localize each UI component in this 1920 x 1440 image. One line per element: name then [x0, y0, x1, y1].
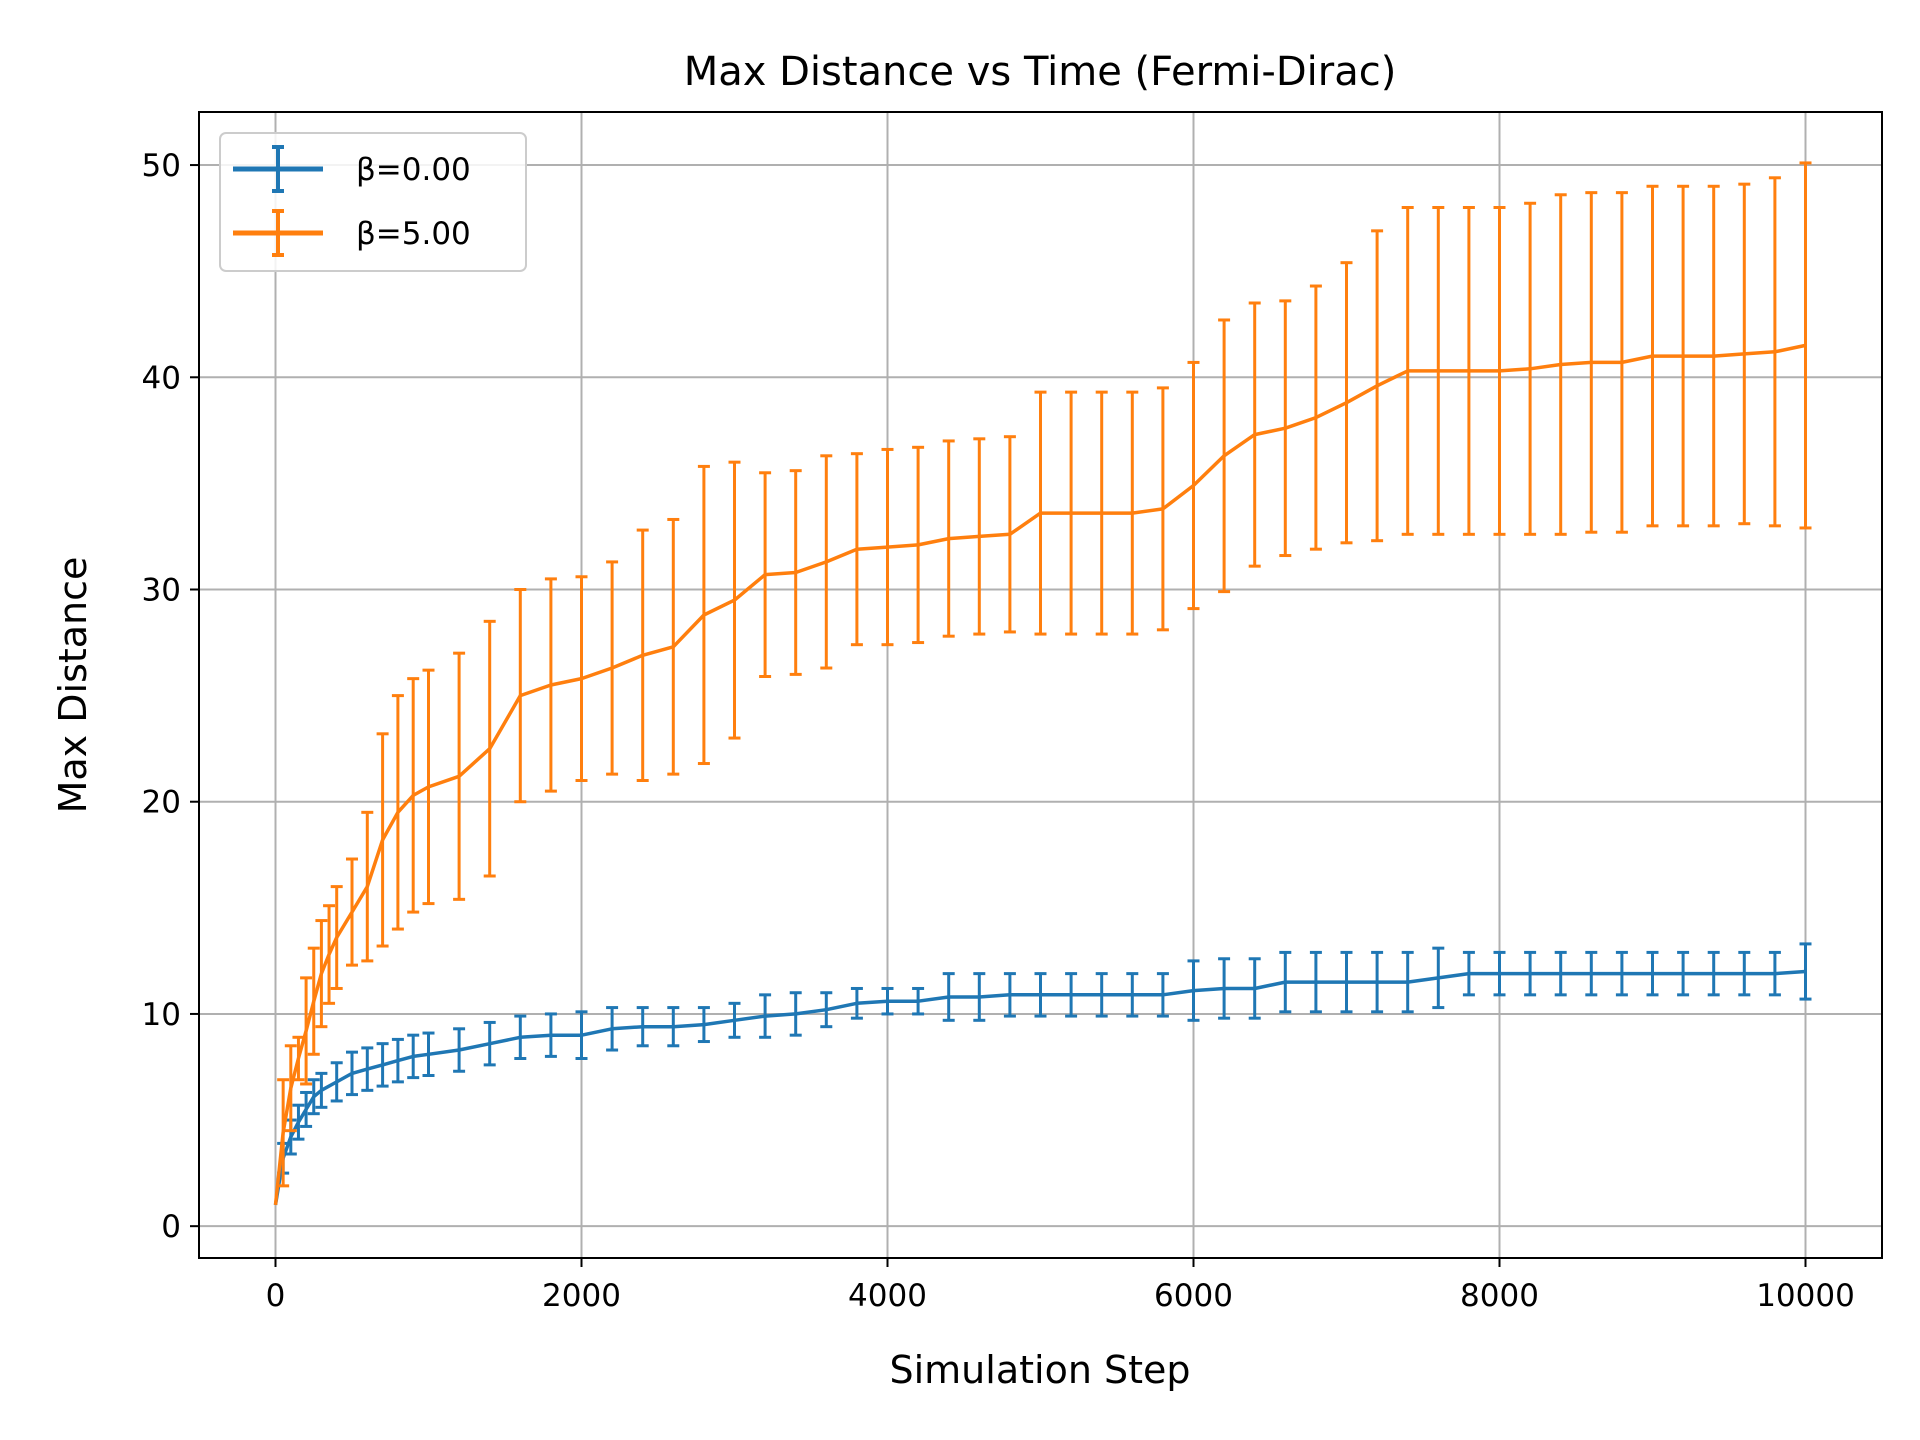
y-tick-label: 50	[142, 148, 181, 184]
x-tick-label: 4000	[848, 1278, 927, 1314]
legend-entry-beta-0: β=0.00	[233, 145, 471, 193]
y-tick-label: 40	[142, 360, 181, 396]
x-tick-label: 2000	[542, 1278, 621, 1314]
legend-label-beta-0: β=0.00	[356, 152, 471, 188]
y-tick-label: 0	[161, 1209, 181, 1245]
x-tick-label: 10000	[1756, 1278, 1855, 1314]
y-tick-label: 20	[142, 785, 181, 821]
x-tick-label: 0	[266, 1278, 286, 1314]
x-tick-label: 8000	[1460, 1278, 1539, 1314]
legend: β=0.00 β=5.00	[219, 132, 527, 272]
series-line	[273, 969, 1806, 1206]
x-tick-label: 6000	[1154, 1278, 1233, 1314]
series-line	[273, 343, 1806, 1206]
y-tick-label: 30	[142, 573, 181, 609]
y-axis-title: Max Distance	[51, 557, 95, 814]
series-1	[273, 161, 1812, 1206]
legend-entry-beta-5: β=5.00	[233, 209, 471, 257]
plot-series	[273, 161, 1812, 1206]
series-0	[273, 942, 1812, 1206]
plot-frame	[198, 111, 1883, 1259]
axis-ticks: 0 2000 4000 6000 8000 10000 0 10 20 30 40 50	[142, 148, 1855, 1314]
y-tick-label: 10	[142, 997, 181, 1033]
x-axis-title: Simulation Step	[889, 1348, 1190, 1392]
chart-title: Max Distance vs Time (Fermi-Dirac)	[684, 49, 1397, 95]
legend-label-beta-5: β=5.00	[356, 216, 471, 252]
